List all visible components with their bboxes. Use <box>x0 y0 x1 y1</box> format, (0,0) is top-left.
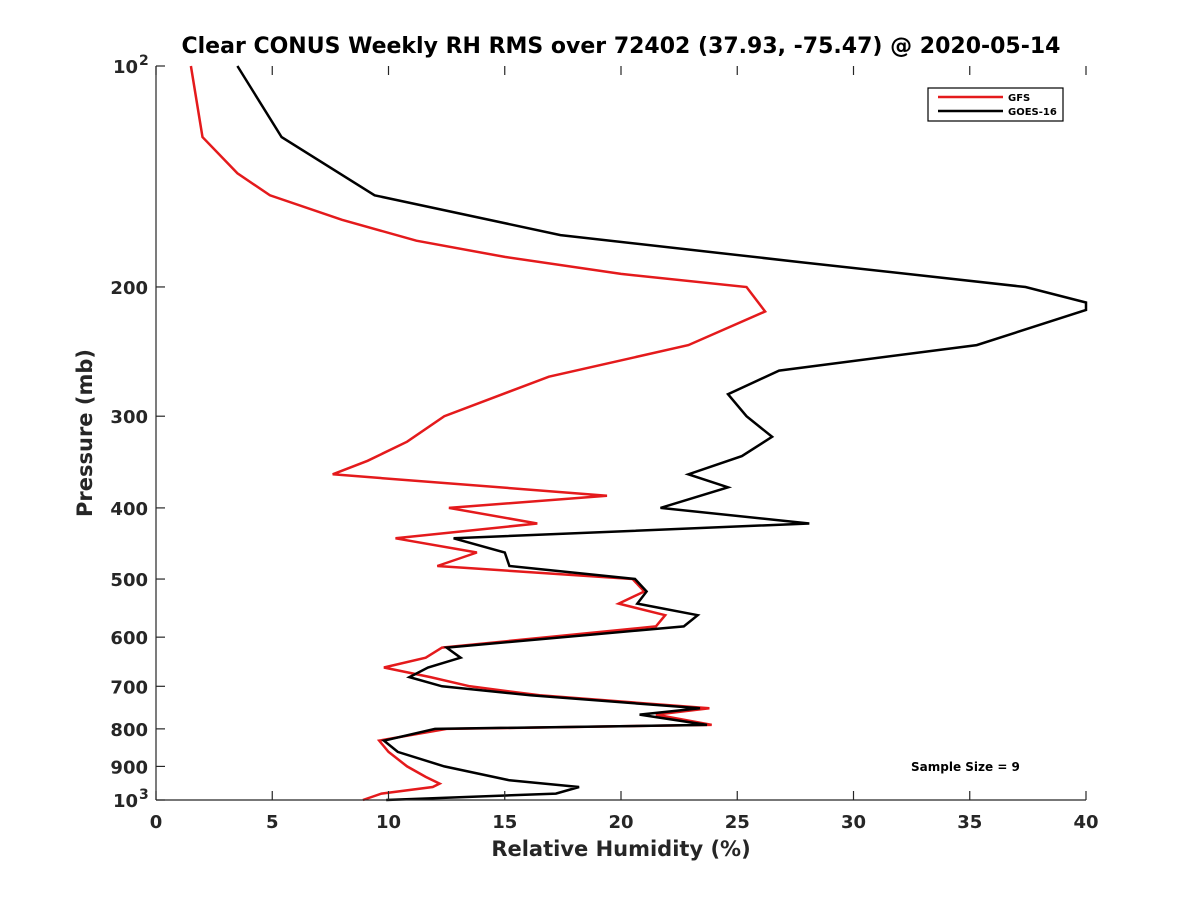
x-axis-label: Relative Humidity (%) <box>491 837 750 861</box>
x-axis-ticks: 0 5 10 15 20 25 30 35 40 <box>150 66 1099 833</box>
y-tick-label: 700 <box>110 677 148 698</box>
x-tick-label: 5 <box>266 812 279 833</box>
x-tick-label: 10 <box>376 812 401 833</box>
x-tick-label: 40 <box>1073 812 1098 833</box>
y-tick-label: 600 <box>110 628 148 649</box>
y-tick-label: 900 <box>110 757 148 778</box>
y-tick-exponent: 2 <box>139 53 149 69</box>
y-axis-label: Pressure (mb) <box>73 349 97 517</box>
y-tick-label: 500 <box>110 570 148 591</box>
x-tick-label: 15 <box>492 812 517 833</box>
x-tick-label: 25 <box>725 812 750 833</box>
x-tick-label: 20 <box>608 812 633 833</box>
series-line-goes-16 <box>236 65 1088 802</box>
y-tick-label: 10 <box>113 57 138 78</box>
y-tick-label: 300 <box>110 407 148 428</box>
x-tick-label: 35 <box>957 812 982 833</box>
y-tick-exponent: 3 <box>139 787 149 803</box>
plot-area <box>156 66 1086 800</box>
series-layer <box>189 65 1088 802</box>
y-tick-label: 10 <box>113 791 138 812</box>
y-tick-label: 200 <box>110 278 148 299</box>
x-tick-label: 0 <box>150 812 163 833</box>
y-tick-label: 800 <box>110 720 148 741</box>
legend: GFS GOES-16 <box>927 87 1064 122</box>
legend-label-goes-16: GOES-16 <box>1008 107 1057 118</box>
x-tick-label: 30 <box>841 812 866 833</box>
legend-box <box>927 87 1064 122</box>
legend-label-gfs: GFS <box>1008 93 1030 104</box>
y-tick-label: 400 <box>110 499 148 520</box>
sample-size-annotation: Sample Size = 9 <box>911 760 1020 774</box>
chart-title: Clear CONUS Weekly RH RMS over 72402 (37… <box>182 34 1061 59</box>
